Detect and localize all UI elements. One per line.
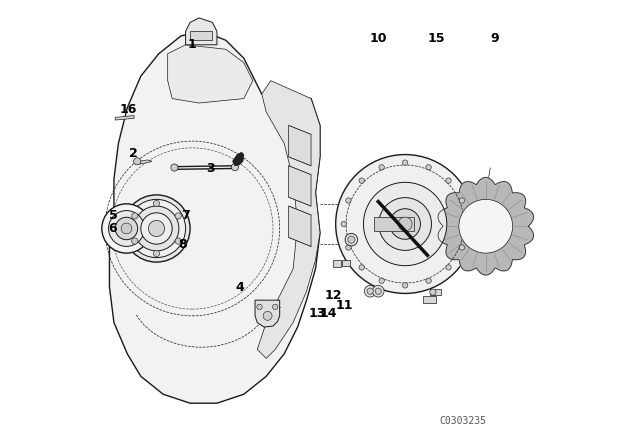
Circle shape [346, 198, 351, 203]
Circle shape [231, 164, 239, 171]
Circle shape [430, 289, 436, 295]
Circle shape [364, 285, 376, 297]
Circle shape [341, 221, 346, 227]
Circle shape [359, 178, 364, 183]
Circle shape [426, 164, 431, 170]
Circle shape [132, 238, 138, 244]
Circle shape [175, 213, 181, 219]
Text: 5: 5 [109, 209, 117, 223]
Circle shape [464, 221, 469, 227]
Text: 3: 3 [206, 161, 214, 175]
Polygon shape [374, 217, 414, 231]
Text: 15: 15 [428, 31, 445, 45]
Circle shape [379, 198, 431, 250]
Circle shape [132, 213, 138, 219]
Circle shape [375, 288, 381, 294]
Circle shape [398, 217, 412, 231]
Circle shape [364, 182, 447, 266]
Text: 13: 13 [308, 307, 326, 320]
Circle shape [403, 283, 408, 288]
Circle shape [367, 288, 373, 294]
Text: 2: 2 [129, 146, 138, 160]
Circle shape [123, 195, 190, 262]
Circle shape [171, 164, 178, 171]
Circle shape [403, 160, 408, 165]
Text: 12: 12 [324, 289, 342, 302]
Circle shape [446, 178, 451, 183]
Text: 4: 4 [235, 281, 244, 294]
Circle shape [127, 199, 186, 258]
Circle shape [346, 245, 351, 250]
Circle shape [390, 209, 420, 239]
Circle shape [379, 164, 385, 170]
Circle shape [459, 199, 513, 253]
Text: 16: 16 [120, 103, 138, 116]
Circle shape [175, 238, 181, 244]
Polygon shape [289, 125, 311, 166]
Circle shape [115, 217, 138, 240]
Circle shape [273, 304, 278, 310]
Circle shape [372, 285, 384, 297]
Text: 6: 6 [109, 222, 117, 235]
Text: 7: 7 [181, 208, 190, 222]
Circle shape [102, 204, 151, 253]
Polygon shape [109, 31, 320, 403]
Polygon shape [186, 18, 217, 45]
Text: 1: 1 [188, 38, 196, 52]
Circle shape [348, 236, 355, 243]
Circle shape [359, 265, 364, 270]
Circle shape [141, 213, 172, 244]
Polygon shape [333, 260, 340, 267]
Polygon shape [190, 31, 212, 40]
Text: 11: 11 [336, 299, 353, 312]
Circle shape [148, 220, 164, 237]
Polygon shape [140, 160, 152, 164]
Polygon shape [255, 300, 280, 327]
Circle shape [336, 155, 475, 293]
Polygon shape [430, 289, 441, 295]
Polygon shape [423, 296, 436, 303]
Polygon shape [289, 166, 311, 206]
Circle shape [459, 198, 465, 203]
Polygon shape [168, 45, 253, 103]
Text: 9: 9 [490, 31, 499, 45]
Circle shape [154, 200, 159, 207]
Circle shape [446, 265, 451, 270]
Polygon shape [257, 81, 320, 358]
Circle shape [379, 278, 385, 284]
Circle shape [426, 278, 431, 284]
Circle shape [459, 245, 465, 250]
Circle shape [257, 304, 262, 310]
Circle shape [154, 250, 159, 257]
Polygon shape [289, 206, 311, 246]
Text: 8: 8 [178, 237, 187, 251]
Text: C0303235: C0303235 [440, 416, 487, 426]
Polygon shape [438, 177, 534, 275]
Circle shape [109, 211, 145, 246]
Circle shape [134, 206, 179, 251]
Circle shape [345, 233, 358, 246]
Text: 10: 10 [369, 31, 387, 45]
Circle shape [134, 158, 141, 165]
Circle shape [121, 223, 132, 234]
Polygon shape [342, 260, 351, 266]
Circle shape [263, 311, 272, 320]
Polygon shape [115, 116, 134, 120]
Text: 14: 14 [319, 307, 337, 320]
Polygon shape [233, 152, 244, 166]
